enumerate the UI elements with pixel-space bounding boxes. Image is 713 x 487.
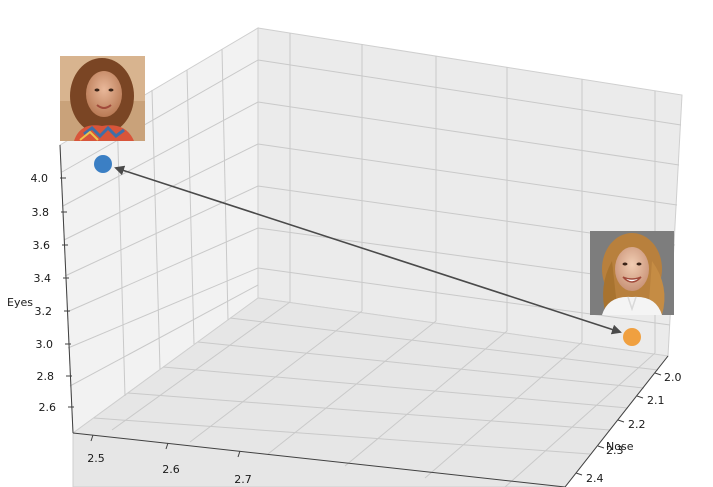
y-axis-line	[564, 355, 669, 487]
data-point-portrait-woman-scarf	[94, 155, 112, 173]
z-tick-label: 3.6	[33, 239, 51, 252]
z-axis-line	[59, 144, 74, 434]
z-tick-label: 2.6	[39, 401, 57, 414]
y-tick-label: 2.4	[586, 472, 604, 485]
x-axis-ticks: 2.5 2.6 2.7	[87, 434, 252, 486]
axis-panes	[59, 27, 683, 487]
z-tick-label: 3.4	[34, 272, 52, 285]
z-tick-label: 3.8	[32, 206, 50, 219]
z-axis-ticks: 4.0 3.8 3.6 3.4 3.2 3.0 2.8 2.6	[31, 172, 74, 414]
y-axis-label: Nose	[606, 440, 634, 453]
x-tick-label: 2.6	[162, 463, 180, 476]
comparison-arrow	[114, 165, 622, 335]
z-tick-label: 2.8	[37, 370, 55, 383]
data-points	[94, 155, 641, 346]
x-tick-label: 2.7	[234, 473, 252, 486]
x-tick-label: 2.5	[87, 452, 105, 465]
y-tick-label: 2.2	[628, 418, 646, 431]
y-axis-ticks: 2.0 2.1 2.2 2.3 2.4	[575, 371, 682, 485]
data-point-portrait-woman-smiling	[623, 328, 641, 346]
axis-lines	[59, 144, 669, 487]
z-tick-label: 3.2	[35, 305, 53, 318]
y-tick-label: 2.3	[606, 444, 624, 457]
thumbnail-portrait-woman-scarf	[60, 56, 145, 141]
z-axis-label: Eyes	[7, 296, 33, 309]
x-axis-line	[72, 432, 566, 487]
y-tick-label: 2.0	[664, 371, 682, 384]
z-tick-label: 4.0	[31, 172, 49, 185]
z-tick-label: 3.0	[36, 338, 54, 351]
y-tick-label: 2.1	[647, 394, 665, 407]
thumbnail-portrait-woman-smiling	[590, 231, 674, 315]
